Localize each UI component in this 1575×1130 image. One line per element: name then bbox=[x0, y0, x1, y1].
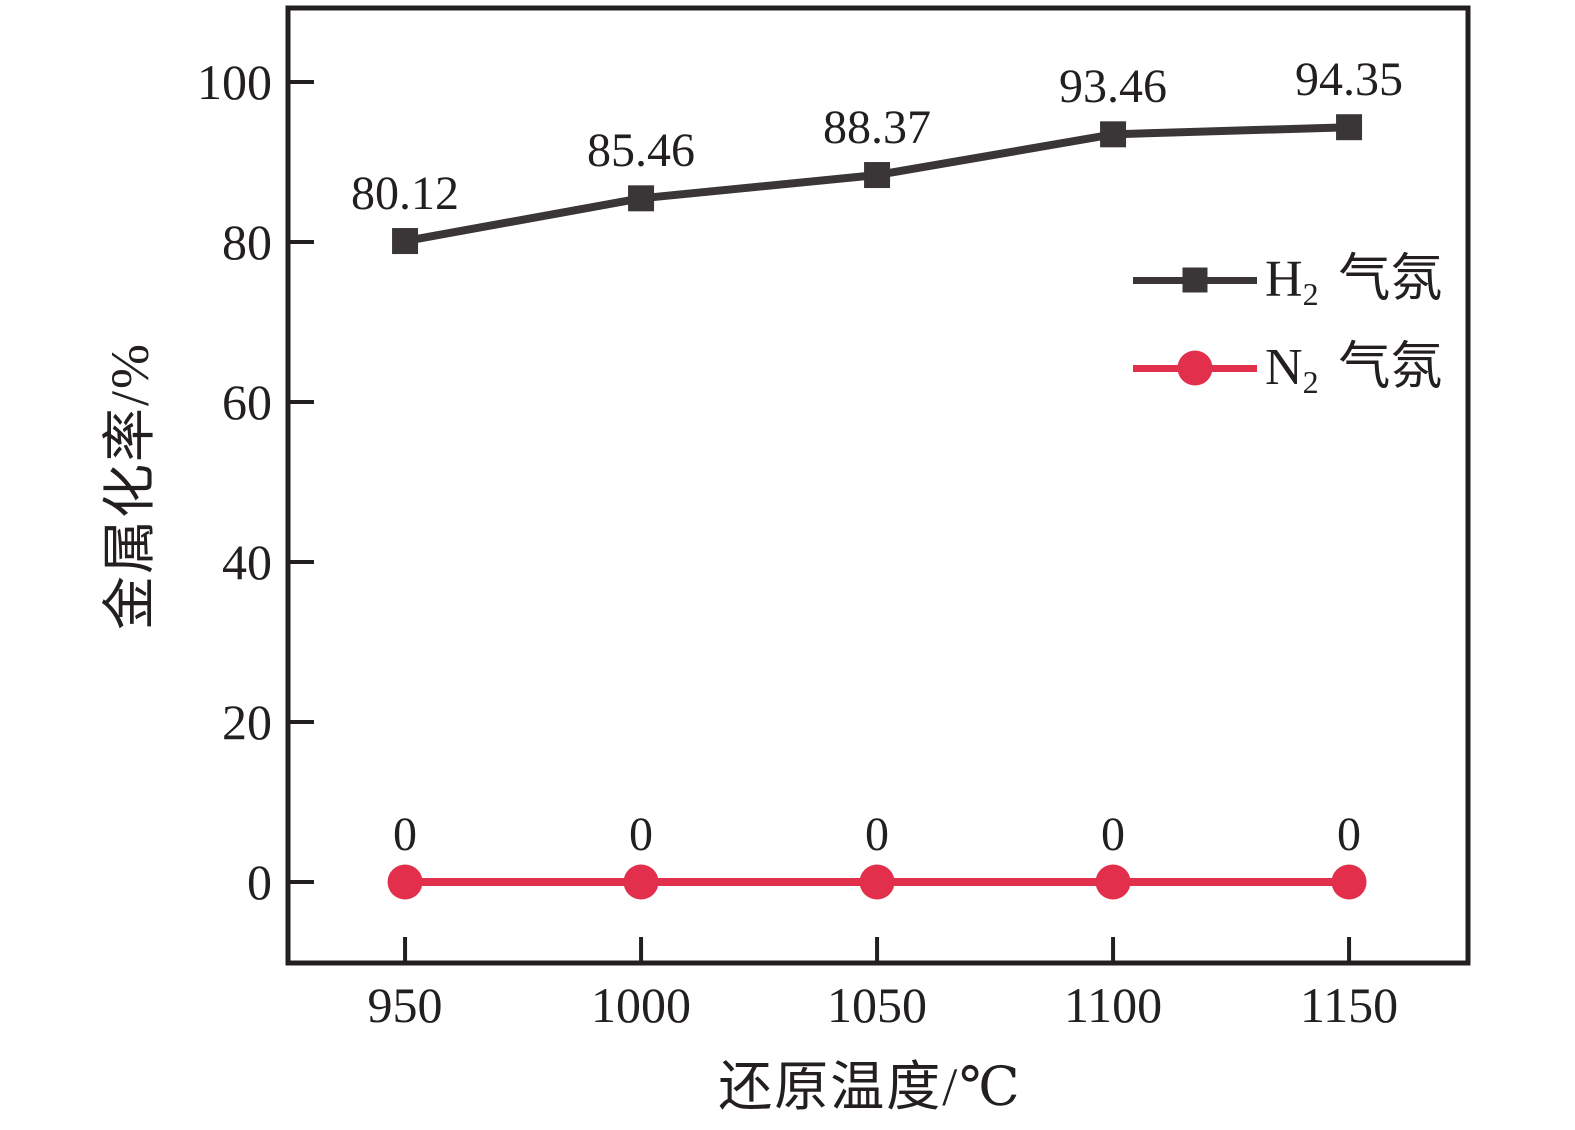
point-label: 88.37 bbox=[823, 101, 932, 155]
data-point-square-marker bbox=[1336, 114, 1363, 141]
y-tick-label: 80 bbox=[222, 214, 272, 270]
data-point-square-marker bbox=[392, 228, 419, 255]
x-axis-title: 还原温度/℃ bbox=[718, 1057, 1022, 1117]
legend-label-h2-rest: 气氛 bbox=[1338, 251, 1443, 308]
point-label: 0 bbox=[629, 808, 654, 861]
data-point-circle-marker bbox=[859, 864, 895, 900]
legend-label-h2-sub: 2 bbox=[1302, 275, 1319, 312]
point-label: 0 bbox=[1337, 808, 1362, 861]
y-tick-label: 0 bbox=[247, 854, 272, 910]
data-point-circle-marker bbox=[623, 864, 659, 900]
data-point-square-marker bbox=[628, 185, 655, 212]
x-tick-label: 1150 bbox=[1299, 977, 1399, 1033]
data-point-circle-marker bbox=[387, 864, 423, 900]
legend-entry-h2: H2 气氛 bbox=[1133, 236, 1442, 324]
legend: H2 气氛 N2 气氛 bbox=[1133, 236, 1442, 412]
legend-label-n2-main: N bbox=[1265, 339, 1303, 396]
point-label: 94.35 bbox=[1295, 53, 1404, 107]
legend-label-n2-rest: 气氛 bbox=[1338, 339, 1443, 396]
point-label: 93.46 bbox=[1059, 60, 1168, 114]
x-tick-label: 1000 bbox=[591, 977, 692, 1033]
plot-border bbox=[285, 5, 1471, 966]
y-tick-label: 20 bbox=[222, 694, 272, 750]
point-label: 0 bbox=[1101, 808, 1126, 861]
y-tick-label: 40 bbox=[222, 534, 272, 590]
point-label: 80.12 bbox=[351, 167, 460, 221]
point-label: 85.46 bbox=[587, 124, 696, 178]
x-tick-label: 1050 bbox=[827, 977, 928, 1033]
legend-label-n2: N2 气氛 bbox=[1265, 339, 1443, 398]
y-tick-label: 60 bbox=[222, 374, 272, 430]
x-tick-label: 950 bbox=[367, 977, 443, 1033]
legend-swatch-h2 bbox=[1133, 258, 1257, 302]
legend-square-marker-icon bbox=[1182, 267, 1208, 293]
point-label: 0 bbox=[393, 808, 418, 861]
legend-entry-n2: N2 气氛 bbox=[1133, 324, 1442, 412]
data-point-square-marker bbox=[1100, 121, 1127, 148]
y-tick-label: 100 bbox=[197, 54, 272, 110]
legend-label-h2-main: H bbox=[1265, 251, 1303, 308]
point-label: 0 bbox=[865, 808, 890, 861]
data-point-square-marker bbox=[864, 162, 891, 189]
data-point-circle-marker bbox=[1095, 864, 1131, 900]
legend-circle-marker-icon bbox=[1177, 350, 1213, 386]
legend-label-h2: H2 气氛 bbox=[1265, 251, 1443, 310]
legend-swatch-n2 bbox=[1133, 346, 1257, 390]
data-point-circle-marker bbox=[1331, 864, 1367, 900]
x-tick-label: 1100 bbox=[1063, 977, 1163, 1033]
legend-label-n2-sub: 2 bbox=[1302, 363, 1319, 400]
